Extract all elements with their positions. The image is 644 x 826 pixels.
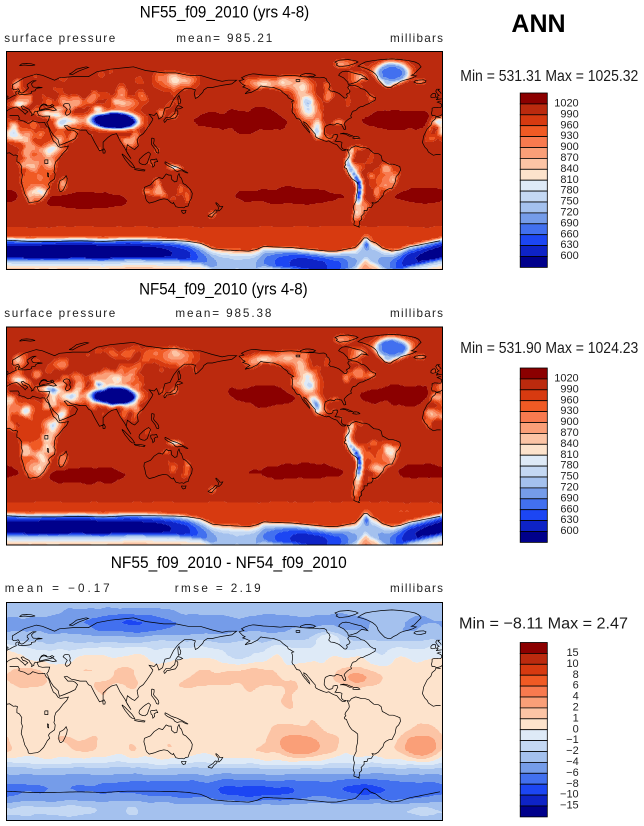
- svg-text:780: 780: [560, 460, 578, 472]
- svg-text:660: 660: [560, 503, 578, 515]
- svg-text:750: 750: [560, 196, 578, 208]
- svg-text:780: 780: [560, 185, 578, 197]
- svg-text:930: 930: [560, 130, 578, 142]
- svg-text:840: 840: [560, 163, 578, 175]
- svg-text:NF55_f09_2010 - NF54_f09_2010: NF55_f09_2010 - NF54_f09_2010: [111, 554, 347, 572]
- svg-text:600: 600: [560, 525, 578, 537]
- svg-text:mean= 985.21: mean= 985.21: [176, 32, 272, 45]
- svg-text:870: 870: [560, 152, 578, 164]
- svg-text:mean = −0.17: mean = −0.17: [5, 582, 110, 595]
- svg-text:millibars: millibars: [390, 32, 443, 45]
- svg-text:720: 720: [560, 207, 578, 219]
- svg-text:960: 960: [560, 119, 578, 131]
- svg-text:810: 810: [560, 174, 578, 186]
- svg-text:720: 720: [560, 482, 578, 494]
- svg-text:millibars: millibars: [390, 307, 443, 320]
- svg-text:Min = 531.31 Max = 1025.3: Min = 531.31 Max = 1025.32: [460, 68, 638, 85]
- svg-text:810: 810: [560, 449, 578, 461]
- svg-text:surface pressure: surface pressure: [4, 307, 115, 320]
- svg-text:750: 750: [560, 471, 578, 483]
- svg-text:1020: 1020: [554, 98, 578, 110]
- svg-text:630: 630: [560, 514, 578, 526]
- svg-text:1020: 1020: [554, 373, 578, 385]
- svg-text:10: 10: [566, 658, 578, 670]
- svg-text:600: 600: [560, 250, 578, 262]
- svg-text:990: 990: [560, 383, 578, 395]
- svg-text:−4: −4: [566, 756, 579, 768]
- svg-text:930: 930: [560, 405, 578, 417]
- svg-text:rmse = 2.19: rmse = 2.19: [175, 582, 261, 595]
- svg-text:−10: −10: [560, 789, 579, 801]
- svg-text:8: 8: [573, 669, 579, 681]
- svg-text:−15: −15: [560, 800, 579, 812]
- svg-text:900: 900: [560, 416, 578, 428]
- svg-text:990: 990: [560, 108, 578, 120]
- svg-text:2: 2: [573, 702, 579, 714]
- svg-text:660: 660: [560, 228, 578, 240]
- svg-text:900: 900: [560, 141, 578, 153]
- svg-text:ANN: ANN: [511, 10, 565, 38]
- svg-text:surface pressure: surface pressure: [4, 32, 115, 45]
- svg-text:630: 630: [560, 239, 578, 251]
- svg-text:millibars: millibars: [390, 582, 443, 595]
- svg-text:1: 1: [573, 712, 579, 724]
- svg-text:NF54_f09_2010 (yrs 4-8): NF54_f09_2010 (yrs 4-8): [139, 281, 308, 299]
- svg-text:960: 960: [560, 394, 578, 406]
- svg-text:6: 6: [573, 680, 579, 692]
- svg-text:690: 690: [560, 217, 578, 229]
- svg-text:−6: −6: [566, 767, 579, 779]
- svg-text:870: 870: [560, 427, 578, 439]
- svg-text:−8: −8: [566, 778, 579, 790]
- svg-text:15: 15: [566, 647, 578, 659]
- svg-text:mean= 985.38: mean= 985.38: [175, 307, 271, 320]
- svg-text:Min = 531.90 Max = 1024.2: Min = 531.90 Max = 1024.23: [460, 340, 638, 357]
- svg-text:690: 690: [560, 492, 578, 504]
- svg-text:Min = −8.11 Max = 2.4: Min = −8.11 Max = 2.47: [459, 616, 628, 633]
- svg-text:840: 840: [560, 438, 578, 450]
- svg-text:0: 0: [573, 723, 579, 735]
- svg-text:−1: −1: [566, 734, 579, 746]
- svg-text:NF55_f09_2010 (yrs 4-8): NF55_f09_2010 (yrs 4-8): [140, 4, 310, 22]
- svg-text:−2: −2: [566, 745, 579, 757]
- svg-text:4: 4: [573, 691, 579, 703]
